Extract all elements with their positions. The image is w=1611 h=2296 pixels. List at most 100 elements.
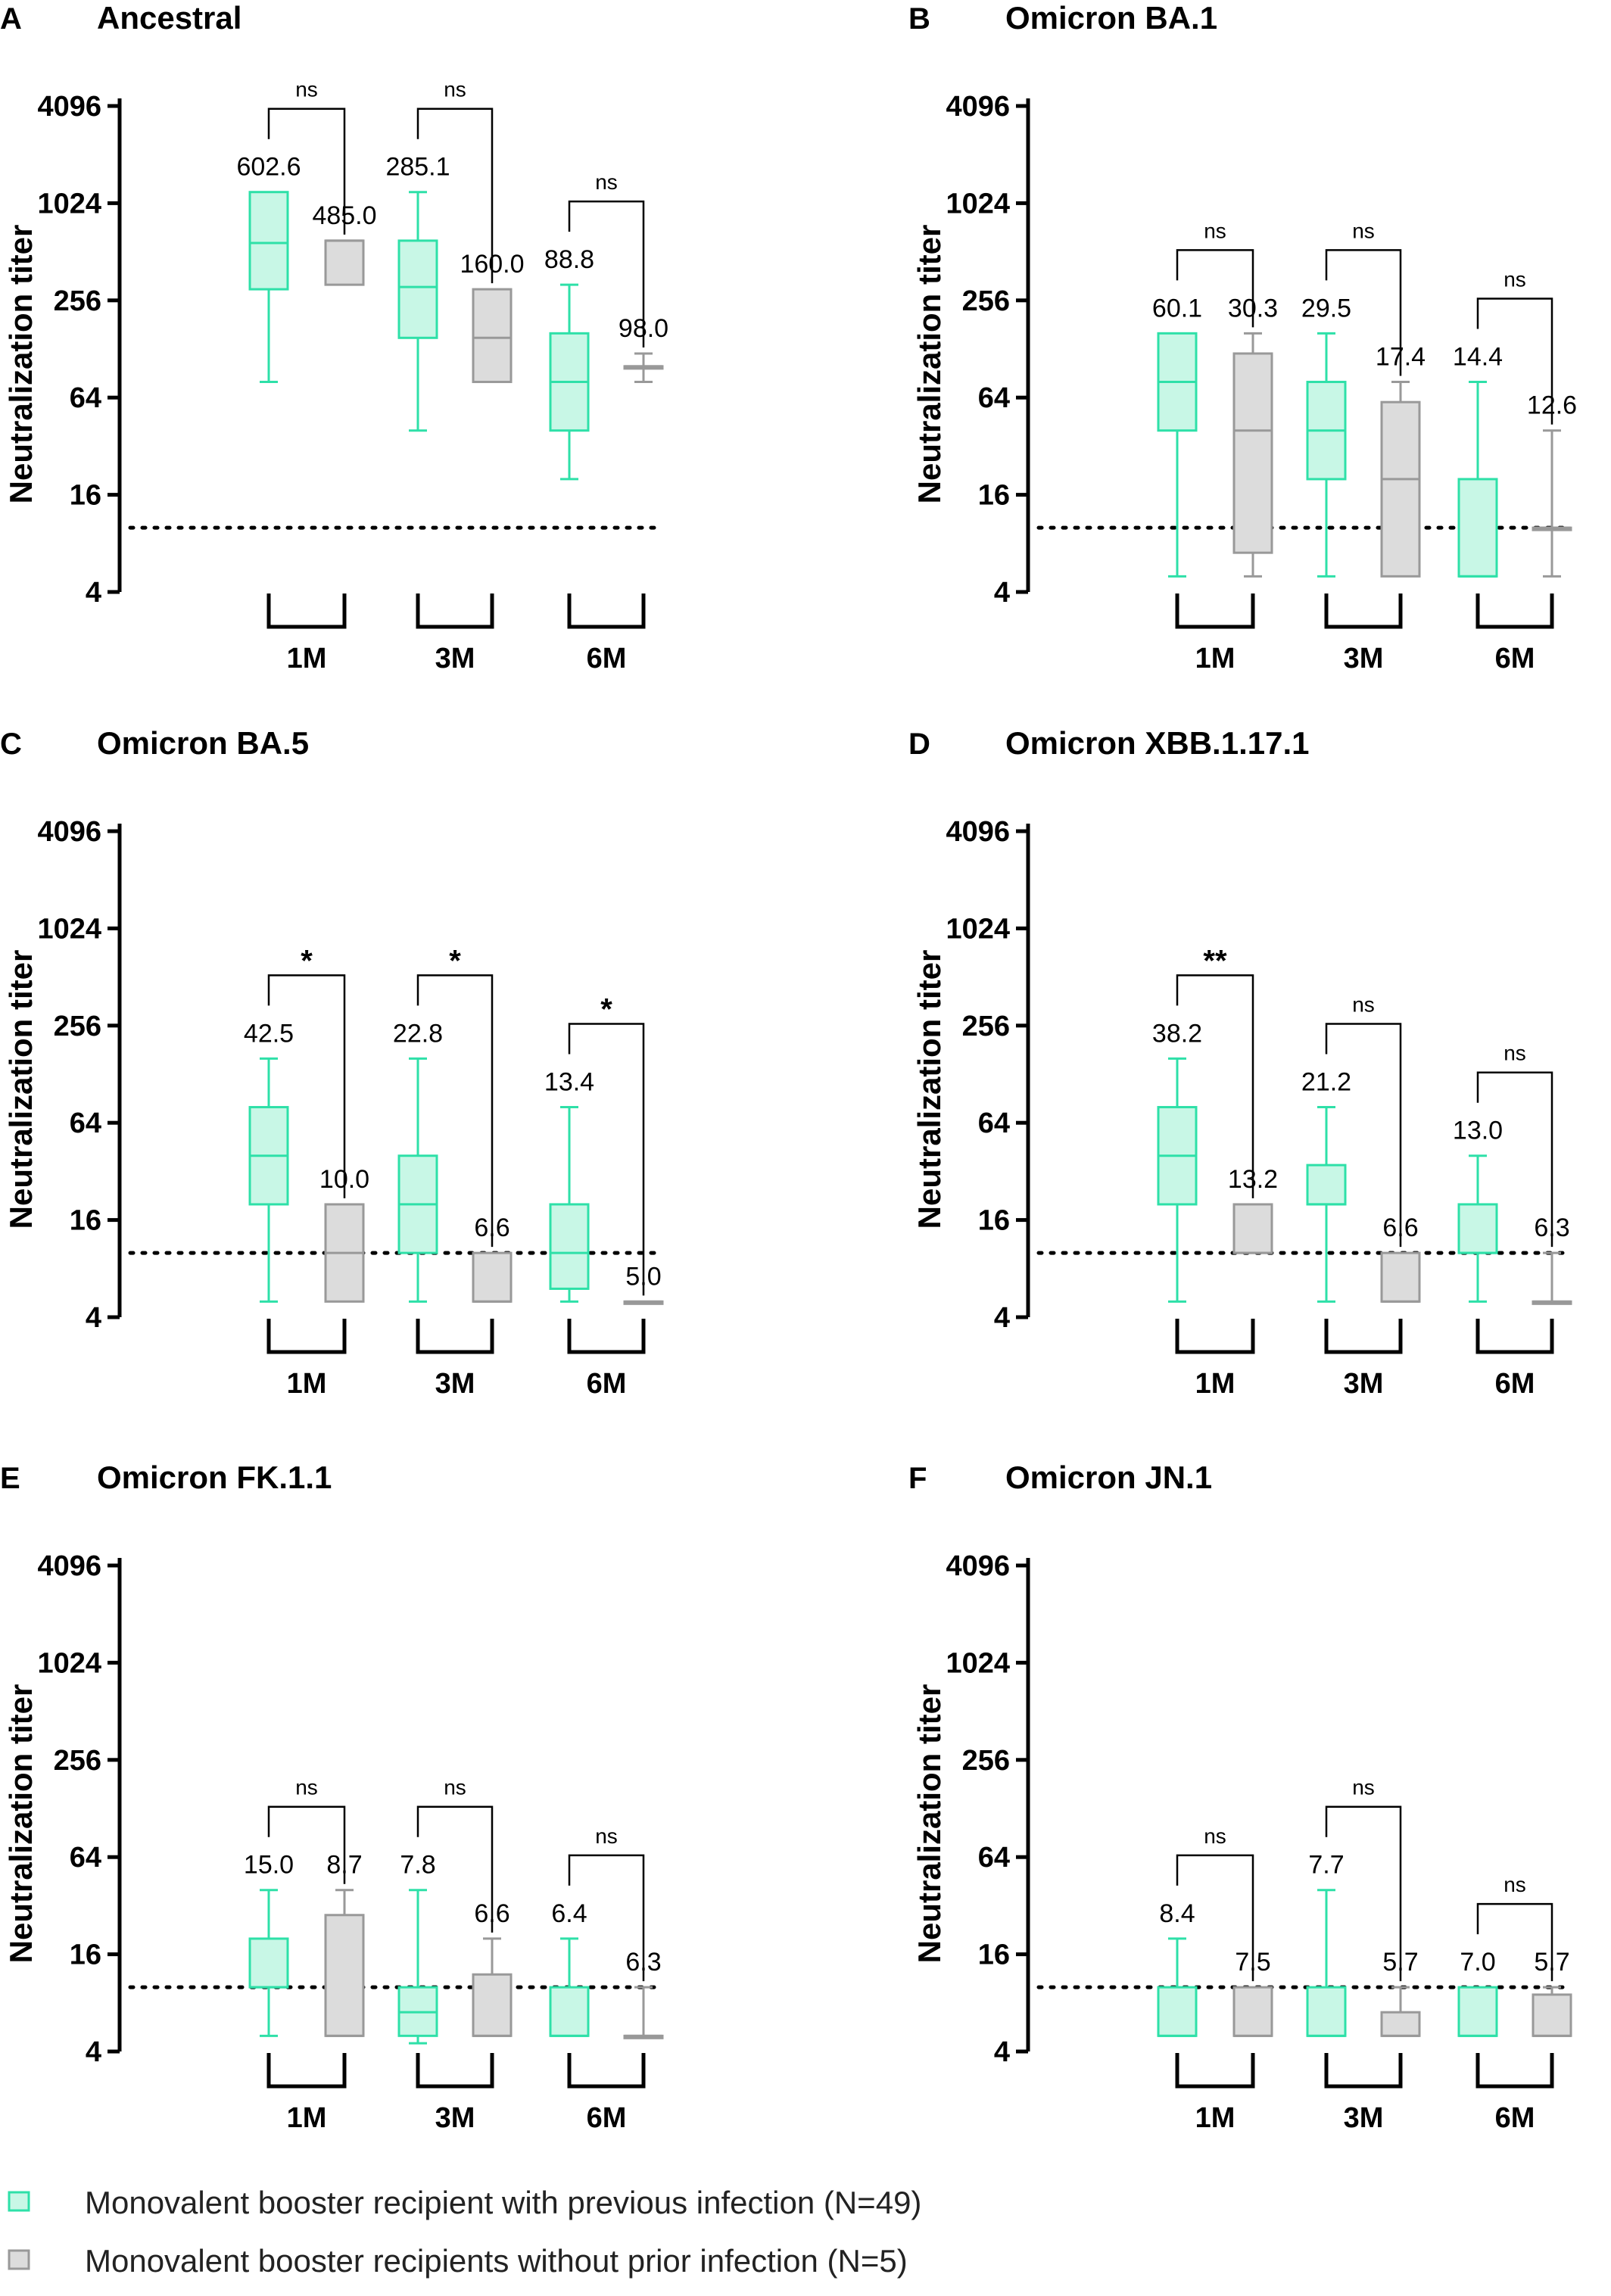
gmt-label: 285.1: [385, 153, 450, 182]
gmt-label: 14.4: [1453, 343, 1503, 372]
box-1m-infected: 8.4: [1157, 1899, 1198, 2037]
y-tick-label-256: 256: [962, 1745, 1010, 1777]
group-label: 1M: [287, 2102, 327, 2134]
y-tick-label-1024: 1024: [37, 913, 101, 945]
panel-letter: A: [0, 2, 22, 36]
box-3m-uninfected: 6.6: [1380, 1213, 1421, 1303]
group-bracket: [266, 593, 347, 629]
significance-bracket: [1325, 1805, 1402, 1982]
panel-letter: E: [0, 1462, 20, 1495]
legend-label-infected: Monovalent booster recipient with previo…: [85, 2185, 921, 2220]
significance-6m: ns: [1476, 1042, 1553, 1248]
box-iqr: [549, 1203, 590, 1290]
box-iqr: [324, 1914, 365, 2037]
significance-6m: ns: [1476, 1873, 1553, 1982]
group-label: 6M: [1495, 1368, 1535, 1400]
significance-bracket: [416, 1805, 494, 1933]
box-1m-infected: 38.2: [1152, 1019, 1202, 1303]
group-3m: 3M: [416, 2053, 494, 2134]
y-tick-label-4: 4: [86, 1302, 101, 1334]
panel-c: C Omicron BA.5 Neutralization titer 4 16 64 25…: [0, 725, 664, 1400]
y-tick-label-4: 4: [86, 2036, 101, 2068]
y-tick-label-1024: 1024: [946, 188, 1010, 220]
group-6m: 6M: [567, 1319, 646, 1400]
gmt-label: 13.4: [544, 1068, 594, 1097]
box-3m-infected: 22.8: [393, 1019, 443, 1303]
y-tick-label-4: 4: [994, 577, 1010, 609]
panel-b: B Omicron BA.1 Neutralization titer 4 16 64 25…: [908, 0, 1577, 674]
box-3m-infected: 29.5: [1301, 294, 1351, 578]
group-1m: 1M: [266, 1319, 347, 1400]
significance-label: **: [1203, 944, 1227, 977]
group-bracket: [1324, 1319, 1403, 1354]
group-label: 1M: [1195, 2102, 1236, 2134]
box-1m-infected: 15.0: [244, 1851, 294, 2037]
significance-bracket: [1176, 974, 1254, 1198]
y-tick-label-64: 64: [70, 382, 101, 414]
legend-swatch-uninfected: [8, 2249, 30, 2270]
box-1m-infected: 42.5: [244, 1019, 294, 1303]
significance-label: ns: [1503, 1042, 1526, 1065]
box-1m-uninfected: 10.0: [319, 1165, 369, 1303]
box-iqr: [248, 1937, 289, 1989]
y-tick-label-4096: 4096: [946, 816, 1010, 848]
group-3m: 3M: [416, 593, 494, 674]
panel-title: Omicron BA.1: [1005, 0, 1217, 36]
group-1m: 1M: [266, 2053, 347, 2134]
panel-title: Ancestral: [97, 0, 241, 36]
group-1m: 1M: [1175, 2053, 1255, 2134]
group-3m: 3M: [1324, 2053, 1403, 2134]
box-1m-uninfected: 30.3: [1228, 294, 1278, 578]
significance-bracket: [267, 1805, 346, 1884]
group-3m: 3M: [1324, 1319, 1403, 1400]
significance-6m: ns: [568, 170, 645, 347]
significance-3m: *: [416, 944, 494, 1248]
group-label: 1M: [1195, 1368, 1236, 1400]
group-6m: 6M: [1475, 593, 1554, 674]
panel-f: F Omicron JN.1 Neutralization titer 4 16 64 25…: [908, 1460, 1572, 2134]
panel-a: A Ancestral Neutralization titer 4 16 64 256 10…: [0, 0, 668, 674]
gmt-label: 38.2: [1152, 1019, 1202, 1048]
box-iqr: [1457, 478, 1498, 578]
significance-label: *: [301, 944, 313, 977]
significance-bracket: [1476, 1902, 1553, 1982]
y-tick-label-1024: 1024: [37, 188, 101, 220]
significance-bracket: [1476, 298, 1553, 425]
significance-label: ns: [1503, 268, 1526, 291]
gmt-label: 29.5: [1301, 294, 1351, 322]
y-tick-label-1024: 1024: [37, 1647, 101, 1679]
group-bracket: [416, 593, 494, 629]
significance-bracket: [568, 200, 645, 347]
box-iqr: [1306, 1986, 1347, 2037]
significance-label: *: [600, 993, 612, 1027]
gmt-label: 60.1: [1152, 294, 1202, 322]
y-axis-label: Neutralization titer: [911, 950, 947, 1229]
gmt-label: 13.0: [1453, 1117, 1503, 1145]
group-1m: 1M: [1175, 593, 1255, 674]
significance-bracket: [267, 107, 346, 235]
significance-bracket: [1176, 1854, 1254, 1982]
group-label: 3M: [435, 2102, 475, 2134]
box-iqr: [549, 1986, 590, 2037]
panels: A Ancestral Neutralization titer 4 16 64 256 10…: [0, 0, 1577, 2134]
box-6m-infected: 6.4: [549, 1899, 590, 2037]
y-tick-label-16: 16: [70, 1205, 101, 1237]
group-1m: 1M: [1175, 1319, 1255, 1400]
y-tick-label-4096: 4096: [37, 1550, 101, 1582]
significance-1m: ns: [267, 78, 346, 235]
group-6m: 6M: [1475, 2053, 1554, 2134]
y-tick-label-256: 256: [962, 1011, 1010, 1042]
group-bracket: [266, 2053, 347, 2089]
box-iqr: [397, 239, 438, 339]
box-iqr: [324, 239, 365, 286]
y-axis-label: Neutralization titer: [3, 950, 39, 1229]
gmt-label: 602.6: [236, 153, 301, 182]
gmt-label: 22.8: [393, 1019, 443, 1048]
box-iqr: [1232, 352, 1273, 554]
box-1m-infected: 60.1: [1152, 294, 1202, 578]
group-6m: 6M: [1475, 1319, 1554, 1400]
box-iqr: [1380, 2011, 1421, 2037]
significance-label: ns: [1352, 993, 1375, 1017]
box-3m-uninfected: 5.7: [1380, 1948, 1421, 2037]
